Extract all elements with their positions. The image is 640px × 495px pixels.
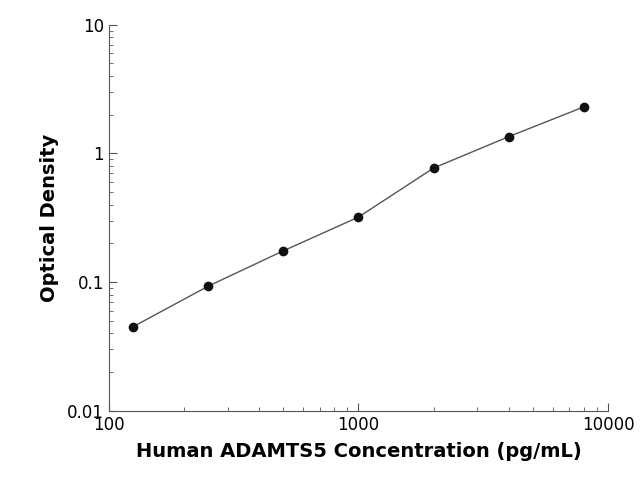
Y-axis label: Optical Density: Optical Density [40,134,59,302]
X-axis label: Human ADAMTS5 Concentration (pg/mL): Human ADAMTS5 Concentration (pg/mL) [136,442,581,461]
